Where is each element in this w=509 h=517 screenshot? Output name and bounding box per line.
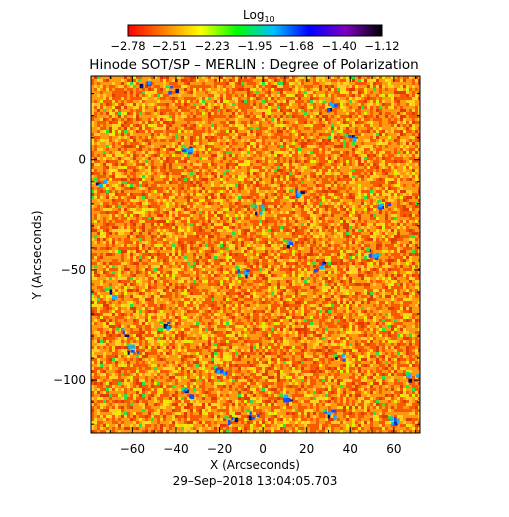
x-tick-label: −40 (163, 442, 188, 456)
heatmap-image (91, 76, 421, 433)
colorbar-tick-label: −1.40 (322, 39, 357, 53)
chart-title: Hinode SOT/SP – MERLIN : Degree of Polar… (89, 57, 418, 73)
x-tick-label: 60 (386, 442, 401, 456)
x-tick-label: 0 (259, 442, 267, 456)
colorbar: Log10 −2.78 −2.51 −2.23 −1.95 −1.68 −1.40 −1.1… (110, 8, 399, 53)
x-axis-label: X (Arcseconds) (210, 458, 300, 472)
x-tick-label: 40 (343, 442, 358, 456)
colorbar-ticks: −2.78 −2.51 −2.23 −1.95 −1.68 −1.40 −1.12 (110, 39, 399, 53)
colorbar-tick-label: −2.23 (195, 39, 230, 53)
colorbar-tick-label: −1.12 (364, 39, 399, 53)
y-axis-label: Y (Arcseconds) (30, 210, 44, 300)
x-tick-label: −20 (207, 442, 232, 456)
colorbar-label-subscript: 10 (264, 15, 274, 24)
x-tick-label: 20 (299, 442, 314, 456)
colorbar-tick-label: −2.78 (110, 39, 145, 53)
y-tick-label: −50 (61, 263, 86, 277)
plot-area: −60 −40 −20 0 20 40 60 0 −50 −100 (53, 76, 421, 456)
y-tick-label: 0 (78, 153, 86, 167)
colorbar-tick-label: −1.95 (237, 39, 272, 53)
colorbar-tick-label: −1.68 (279, 39, 314, 53)
timestamp: 29–Sep–2018 13:04:05.703 (173, 474, 338, 488)
colorbar-tick-label: −2.51 (152, 39, 187, 53)
y-tick-label: −100 (53, 373, 86, 387)
colorbar-label: Log10 (243, 8, 275, 24)
colorbar-gradient (128, 25, 382, 36)
x-tick-label: −60 (120, 442, 145, 456)
